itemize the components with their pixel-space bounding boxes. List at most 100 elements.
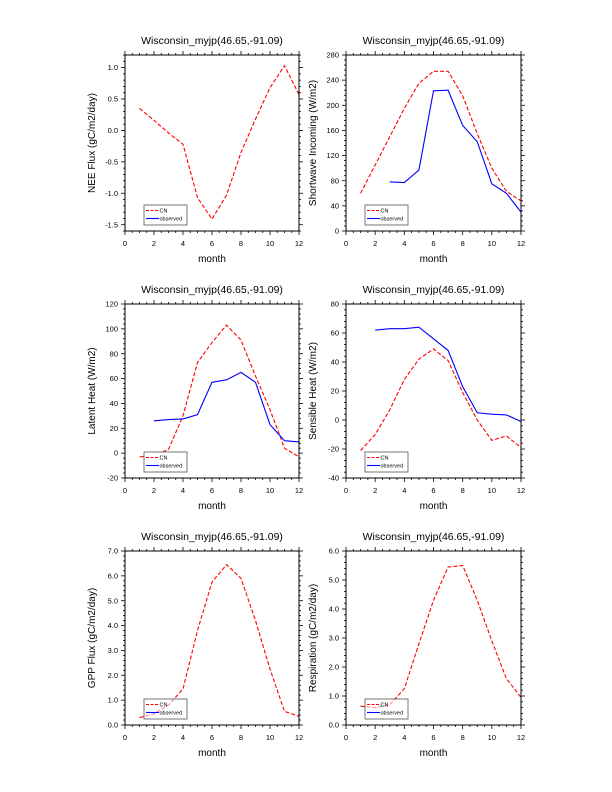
x-tick-label: 6: [210, 239, 214, 248]
y-tick-label: 20: [331, 387, 339, 396]
y-tick-label: 3.0: [108, 646, 118, 655]
y-tick-label: -20: [328, 445, 339, 454]
series-line-observed: [153, 371, 299, 443]
x-axis-label: month: [198, 254, 226, 265]
y-tick-label: 5.0: [329, 576, 339, 585]
x-tick-label: 4: [181, 733, 185, 742]
legend-box: [364, 451, 409, 473]
y-tick-label: -1.5: [105, 220, 118, 229]
x-tick-label: 10: [488, 486, 496, 495]
x-tick-label: 10: [488, 733, 496, 742]
legend-label-cn: CN: [160, 456, 168, 462]
chart-panel-6: Wisconsin_myjp(46.65,-91.09) 0 2 4 6 8 10 12 0.0…: [308, 531, 525, 759]
x-tick-label: 12: [517, 486, 525, 495]
y-tick-label: 1.0: [108, 696, 118, 705]
y-tick-label: 7.0: [108, 547, 118, 556]
x-axis-label: month: [420, 254, 448, 265]
y-tick-label: 0.5: [108, 95, 118, 104]
y-tick-label: -20: [107, 474, 118, 483]
y-axis-label: Sensible Heat (W/m2): [308, 342, 319, 440]
chart-panel-1: Wisconsin_myjp(46.65,-91.09) 0 2 4 6 8 10 12 -1.…: [87, 35, 303, 265]
y-tick-label: 80: [331, 176, 339, 185]
y-tick-label: 80: [331, 300, 339, 309]
chart-title: Wisconsin_myjp(46.65,-91.09): [363, 531, 505, 543]
y-tick-label: 60: [110, 374, 118, 383]
x-tick-label: 0: [344, 486, 348, 495]
legend-label-cn: CN: [160, 209, 168, 215]
legend-label-observed: observed: [160, 464, 183, 470]
y-tick-label: 60: [331, 329, 339, 338]
legend: CN observed: [143, 451, 188, 473]
y-tick-label: 2.0: [329, 663, 339, 672]
legend-label-observed: observed: [381, 711, 404, 717]
x-tick-label: 10: [266, 486, 274, 495]
legend-box: [143, 451, 188, 473]
y-tick-label: 0.0: [329, 721, 339, 730]
y-tick-label: 120: [326, 151, 339, 160]
y-tick-label: 4.0: [108, 621, 118, 630]
chart-panel-2: Wisconsin_myjp(46.65,-91.09)0 2 4 6 8 10 12040…: [308, 35, 525, 265]
series-line-cn: [139, 563, 299, 719]
chart-panel-4: Wisconsin_myjp(46.65,-91.09) 0 2 4 6 8 10 12 -40…: [308, 284, 525, 512]
x-axis-label: month: [198, 501, 226, 512]
x-tick-label: 0: [123, 239, 127, 248]
y-tick-label: 40: [331, 201, 339, 210]
chart-title: Wisconsin_myjp(46.65,-91.09): [141, 284, 283, 296]
legend: CN observed: [143, 204, 188, 226]
x-axis-label: month: [198, 748, 226, 759]
series-line-observed: [375, 326, 521, 422]
y-axis-label: Latent Heat (W/m2): [87, 347, 98, 434]
legend: CN observed: [143, 698, 188, 720]
series-line-cn: [139, 324, 299, 458]
y-tick-label: 6.0: [108, 571, 118, 580]
y-tick-label: 240: [326, 76, 339, 85]
x-axis-label: month: [420, 748, 448, 759]
x-tick-label: 8: [239, 239, 243, 248]
y-tick-label: 2.0: [108, 671, 118, 680]
y-tick-label: 100: [105, 324, 118, 333]
legend-label-cn: CN: [381, 209, 389, 215]
y-tick-label: -0.5: [105, 157, 118, 166]
x-axis-label: month: [420, 501, 448, 512]
x-tick-label: 2: [373, 486, 377, 495]
y-axis-label: GPP Flux (gC/m2/day): [87, 588, 98, 688]
x-tick-label: 4: [402, 239, 406, 248]
x-tick-label: 0: [123, 733, 127, 742]
x-tick-label: 12: [295, 486, 303, 495]
legend-box: [364, 698, 409, 720]
y-tick-label: 0.0: [108, 126, 118, 135]
x-tick-label: 6: [210, 486, 214, 495]
legend: CN observed: [364, 698, 409, 720]
series-line-cn: [139, 64, 299, 221]
chart-title: Wisconsin_myjp(46.65,-91.09): [141, 35, 283, 47]
y-tick-label: 0: [335, 416, 339, 425]
x-tick-label: 2: [152, 733, 156, 742]
x-tick-label: 2: [373, 239, 377, 248]
x-tick-label: 4: [181, 486, 185, 495]
x-tick-label: 12: [295, 239, 303, 248]
y-tick-label: 80: [110, 349, 118, 358]
legend-label-cn: CN: [160, 703, 168, 709]
x-tick-label: 0: [123, 486, 127, 495]
legend-label-observed: observed: [381, 464, 404, 470]
chart-title: Wisconsin_myjp(46.65,-91.09): [363, 35, 505, 47]
y-tick-label: 0: [335, 227, 339, 236]
series-line-cn: [360, 564, 521, 709]
y-axis-label: Respiration (gC/m2/day): [308, 584, 319, 692]
chart-title: Wisconsin_myjp(46.65,-91.09): [141, 531, 283, 543]
x-tick-label: 12: [295, 733, 303, 742]
y-tick-label: 1.0: [108, 63, 118, 72]
legend-label-cn: CN: [381, 456, 389, 462]
y-tick-label: 4.0: [329, 605, 339, 614]
y-tick-label: 3.0: [329, 634, 339, 643]
y-tick-label: 120: [105, 300, 118, 309]
legend-box: [143, 698, 188, 720]
x-tick-label: 8: [461, 486, 465, 495]
y-tick-label: 200: [326, 101, 339, 110]
x-tick-label: 2: [373, 733, 377, 742]
x-tick-label: 12: [517, 733, 525, 742]
chart-panel-5: Wisconsin_myjp(46.65,-91.09) 0 2 4 6 8 10 12 0.0…: [87, 531, 303, 759]
y-tick-label: -1.0: [105, 189, 118, 198]
x-tick-label: 10: [266, 239, 274, 248]
